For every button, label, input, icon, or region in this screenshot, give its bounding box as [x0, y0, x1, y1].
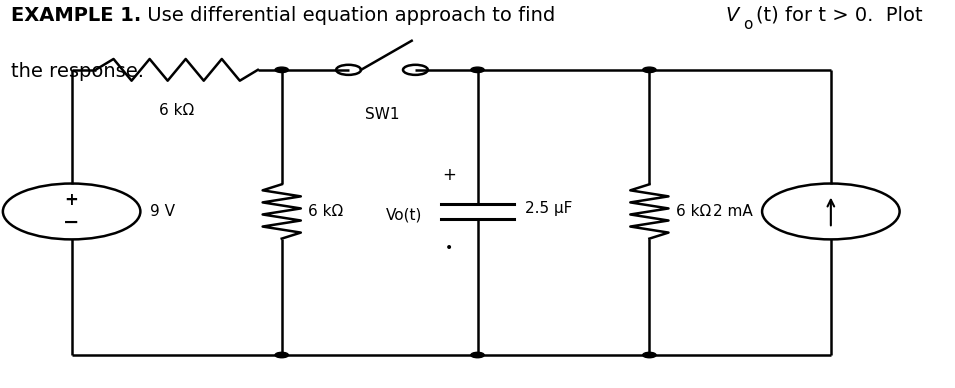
Text: V: V — [726, 6, 739, 25]
Text: −: − — [63, 213, 80, 232]
Text: SW1: SW1 — [365, 107, 399, 122]
Circle shape — [471, 67, 484, 73]
Text: +: + — [442, 166, 456, 184]
Circle shape — [275, 67, 288, 73]
Text: 2 mA: 2 mA — [712, 204, 753, 219]
Text: Vo(t): Vo(t) — [386, 208, 422, 223]
Text: 9 V: 9 V — [150, 204, 175, 219]
Text: 6 kΩ: 6 kΩ — [159, 103, 194, 118]
Text: 2.5 μF: 2.5 μF — [525, 201, 573, 216]
Text: +: + — [65, 191, 78, 209]
Text: o: o — [743, 17, 753, 33]
Text: Use differential equation approach to find: Use differential equation approach to fi… — [141, 6, 562, 25]
Text: 6 kΩ: 6 kΩ — [676, 204, 711, 219]
Text: 6 kΩ: 6 kΩ — [308, 204, 344, 219]
Circle shape — [471, 352, 484, 358]
Text: •: • — [445, 241, 453, 255]
Text: (t) for t > 0.  Plot: (t) for t > 0. Plot — [756, 6, 923, 25]
Text: the response.: the response. — [11, 62, 144, 81]
Circle shape — [643, 67, 656, 73]
Circle shape — [643, 352, 656, 358]
Circle shape — [275, 352, 288, 358]
Text: EXAMPLE 1.: EXAMPLE 1. — [11, 6, 141, 25]
